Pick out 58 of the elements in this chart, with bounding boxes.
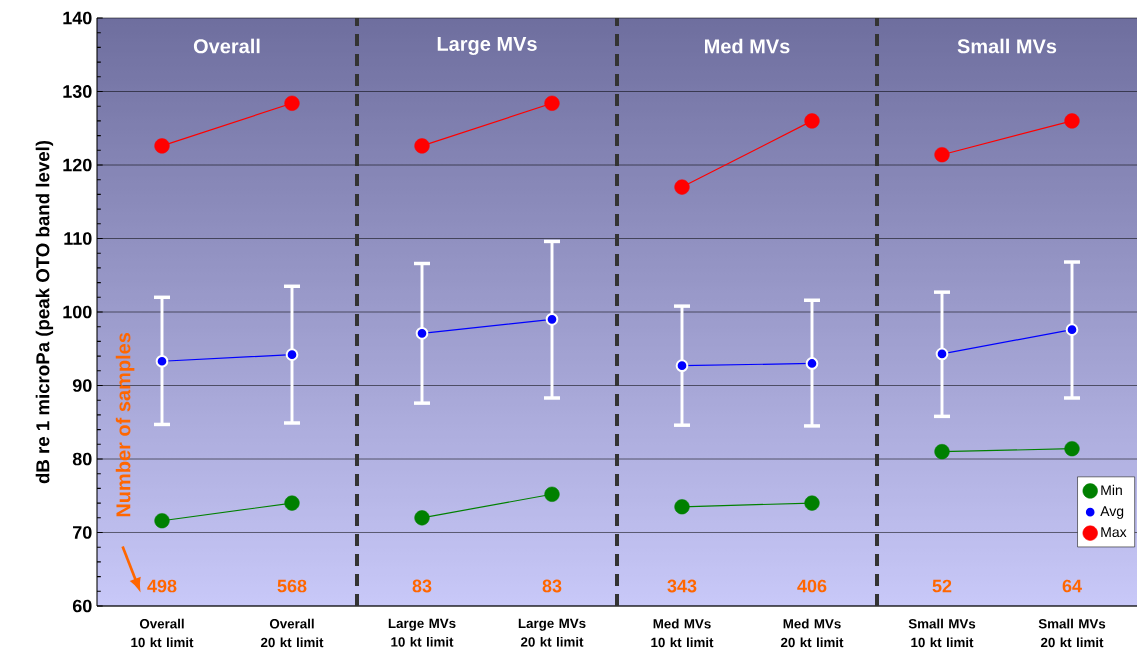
annotation: Med MVs [705,38,790,54]
point [1065,323,1079,336]
point [1064,113,1080,129]
annotation: 406 [797,579,827,593]
point [414,138,430,154]
y-tick-label: 80 [72,452,92,466]
legend-label: Min [1101,484,1122,495]
point [415,326,429,340]
point [154,138,170,154]
point [675,359,689,372]
annotation: Large MVs [437,37,537,56]
y-axis-title: dB re 1 microPa (peak OTO band level) [35,140,54,484]
y-tick-label: 140 [63,11,92,25]
point [805,357,819,370]
legend-label: Avg [1100,506,1124,519]
x-tick-label: Overall 10 kt limit [131,618,194,648]
x-tick-label: Small MVs 10 kt limit [908,618,976,648]
point [934,444,950,460]
x-tick-label: Small MVs 20 kt limit [1038,618,1106,648]
point [154,513,170,529]
point [545,313,559,326]
annotation: 64 [1062,579,1082,593]
point [1064,441,1080,457]
point [935,347,949,361]
y-tick-label: 110 [64,232,92,245]
y-tick-label: 90 [72,379,92,392]
y-tick-label: 100 [63,305,92,319]
point [804,113,820,129]
point [544,95,560,111]
annotation: 83 [542,579,562,593]
x-tick-label: Med MVs 10 kt limit [651,618,714,648]
y-tick-label: 120 [63,158,92,172]
point [934,147,950,163]
point [674,499,690,515]
annotation: Small MVs [957,38,1057,54]
y-tick-label: 130 [63,85,92,98]
annotation: 343 [667,579,697,593]
annotation: 83 [412,579,432,593]
x-tick-label: Overall 20 kt limit [260,618,324,648]
point [284,495,300,511]
annotation: 52 [932,579,952,593]
point [414,510,430,526]
annotation: Number of samples [115,332,135,517]
point [804,495,820,511]
point [544,486,560,502]
x-tick-label: Med MVs 20 kt limit [780,618,844,648]
point [674,179,690,195]
annotation: Overall [193,38,260,54]
y-tick-label: 70 [73,526,92,539]
point [155,354,169,368]
x-tick-label: Large MVs 20 kt limit [518,618,586,647]
x-tick-label: Large MVs 10 kt limit [388,618,456,647]
point [284,95,300,111]
legend-label: Max [1101,527,1127,538]
annotation: 568 [277,579,307,593]
y-tick-label: 60 [72,599,92,613]
annotation: 498 [147,579,177,593]
point [285,348,299,361]
